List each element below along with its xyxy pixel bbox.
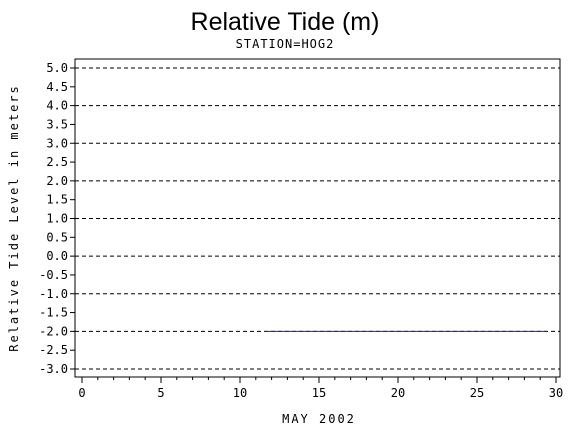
- x-tick-label: 30: [549, 386, 563, 400]
- y-axis-label: Relative Tide Level in meters: [7, 84, 21, 352]
- x-tick-label: 20: [391, 386, 405, 400]
- chart-subtitle: STATION=HOG2: [236, 37, 335, 51]
- y-tick-label: -1.5: [39, 306, 68, 320]
- y-tick-label: 4.0: [46, 99, 68, 113]
- x-tick-label: 5: [157, 386, 164, 400]
- y-tick-label: -2.5: [39, 343, 68, 357]
- x-tick-label: 0: [78, 386, 85, 400]
- y-tick-label: 4.5: [46, 80, 68, 94]
- x-axis: 0 5 10 15 20 25 30: [78, 377, 563, 400]
- y-tick-label: 3.5: [46, 117, 68, 131]
- y-tick-label: 0.5: [46, 230, 68, 244]
- x-tick-label: 15: [312, 386, 326, 400]
- y-tick-label: -3.0: [39, 362, 68, 376]
- y-tick-label: 1.5: [46, 193, 68, 207]
- y-tick-label: 3.0: [46, 136, 68, 150]
- gridlines: [75, 67, 560, 370]
- chart-title: Relative Tide (m): [191, 8, 380, 36]
- y-tick-label: -2.0: [39, 324, 68, 338]
- y-tick-label: 2.0: [46, 174, 68, 188]
- y-tick-label: 1.0: [46, 212, 68, 226]
- x-tick-label: 10: [233, 386, 247, 400]
- y-tick-label: 0.0: [46, 249, 68, 263]
- y-tick-label: 2.5: [46, 155, 68, 169]
- x-tick-label: 25: [470, 386, 484, 400]
- y-tick-label: -1.0: [39, 287, 68, 301]
- y-tick-label: -0.5: [39, 268, 68, 282]
- x-axis-label: MAY 2002: [282, 412, 356, 426]
- y-tick-label: 5.0: [46, 61, 68, 75]
- y-axis: 5.0 4.5 4.0 3.5 3.0 2.5 2.0 1.5 1.0 0.5 0.0 -0.5 -1.…: [39, 61, 75, 376]
